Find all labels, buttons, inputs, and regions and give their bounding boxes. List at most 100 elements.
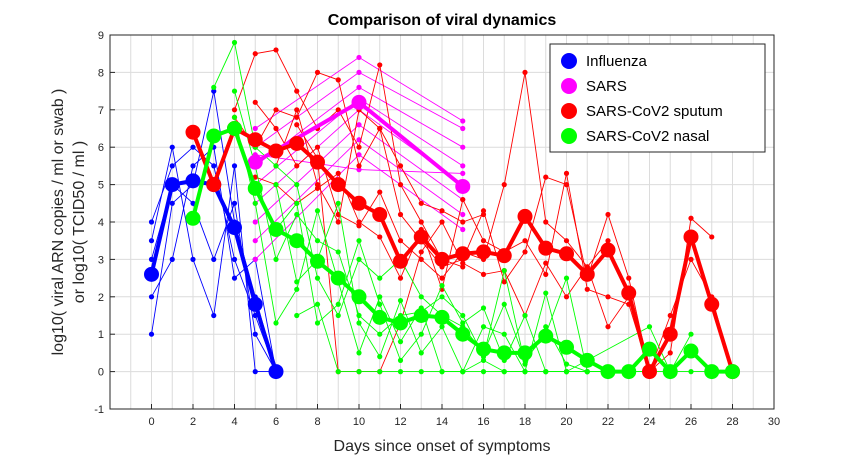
nasal-individual-point [543, 369, 549, 375]
nasal-individual-point [294, 279, 300, 285]
sputum-mean-point [330, 177, 346, 193]
legend-label-influenza: Influenza [586, 53, 648, 70]
sars-individual-point [252, 219, 258, 225]
sputum-individual-point [501, 279, 507, 285]
sputum-individual-point [335, 77, 341, 83]
nasal-individual-point [501, 301, 507, 307]
sputum-individual-point [626, 275, 632, 281]
series-sputum-mean [185, 121, 740, 380]
influenza-individual-point [148, 294, 155, 300]
sputum-individual-point [294, 163, 300, 169]
nasal-mean-point [310, 253, 325, 269]
nasal-individual-point [356, 369, 362, 375]
influenza-individual-point [211, 163, 217, 169]
nasal-individual-point [522, 312, 528, 319]
sputum-individual-point [356, 223, 362, 229]
sputum-individual-point [501, 182, 507, 188]
sputum-individual-point [356, 144, 362, 150]
sputum-mean-point [372, 207, 388, 223]
nasal-individual-point [377, 294, 383, 300]
nasal-individual-point [460, 320, 466, 326]
nasal-individual-point [397, 297, 404, 304]
influenza-individual-point [211, 256, 217, 262]
sars-individual-point [356, 152, 362, 158]
sputum-mean-point [247, 132, 263, 148]
nasal-mean-point [330, 270, 346, 286]
nasal-mean-point [496, 345, 512, 361]
sputum-individual-point [522, 238, 528, 244]
sputum-individual-point [314, 185, 321, 191]
sputum-individual-point [480, 208, 487, 214]
nasal-mean-point [206, 128, 222, 144]
sars-individual-point [252, 238, 258, 244]
sars-individual-point [460, 211, 466, 218]
sputum-individual-point [543, 260, 549, 266]
influenza-individual-point [169, 256, 175, 262]
sputum-individual-point [356, 219, 362, 225]
sputum-individual-point [584, 286, 590, 292]
sputum-individual-point [439, 219, 445, 225]
sars-individual-point [356, 84, 362, 90]
nasal-individual-point [418, 331, 424, 337]
y-tick-label: 7 [98, 105, 104, 117]
nasal-individual-point [501, 268, 507, 274]
x-tick-label: 4 [231, 416, 237, 428]
nasal-individual-point [231, 88, 238, 94]
series-layer [144, 39, 740, 380]
influenza-individual-point [211, 88, 217, 94]
sars-individual-point [460, 118, 466, 124]
nasal-individual-point [252, 200, 258, 206]
sputum-individual-point [439, 208, 445, 214]
y-axis-label-line1: log10( viral ARN copies / ml or swab ) [50, 89, 67, 356]
series-nasal-mean [185, 121, 740, 380]
sars-individual-point [356, 122, 362, 128]
influenza-individual-point [231, 163, 238, 169]
influenza-individual-point [190, 144, 196, 150]
nasal-mean-point [621, 364, 637, 380]
sputum-individual-point [294, 107, 300, 113]
influenza-individual-point [148, 219, 155, 225]
legend-label-nasal: SARS-CoV2 nasal [586, 128, 709, 145]
sputum-individual-point [688, 256, 694, 262]
nasal-mean-point [559, 339, 574, 355]
nasal-individual-point [480, 369, 487, 375]
nasal-individual-point [688, 369, 694, 375]
influenza-mean-point [185, 173, 201, 189]
sars-individual-point [356, 69, 362, 75]
nasal-individual-point [646, 324, 653, 330]
nasal-individual-point [543, 324, 549, 330]
sputum-individual-point [460, 260, 466, 266]
nasal-individual-point [418, 350, 424, 356]
nasal-individual-point [418, 369, 424, 375]
sputum-individual-point [605, 294, 611, 300]
legend-marker-sputum [561, 103, 577, 119]
nasal-individual-point [439, 369, 445, 375]
nasal-mean-point [434, 309, 450, 325]
sputum-mean-point [538, 240, 554, 256]
sputum-individual-point [563, 170, 570, 176]
sputum-individual-point [231, 107, 238, 113]
x-tick-label: 28 [726, 416, 738, 428]
nasal-mean-point [413, 308, 429, 323]
nasal-individual-point [231, 114, 238, 120]
nasal-individual-point [377, 301, 383, 307]
nasal-mean-point [662, 364, 678, 380]
nasal-individual-point [294, 312, 300, 319]
sputum-individual-point [480, 238, 487, 244]
chart-title: Comparison of viral dynamics [328, 12, 557, 29]
x-tick-label: 20 [560, 416, 572, 428]
legend: Influenza SARS SARS-CoV2 sputum SARS-CoV2 n… [549, 43, 766, 153]
sputum-individual-point [273, 125, 279, 132]
sputum-individual-point [294, 88, 300, 94]
sars-individual-point [252, 125, 258, 132]
sputum-individual-point [273, 107, 279, 113]
sputum-mean-point [704, 296, 720, 312]
nasal-mean-point [642, 341, 657, 357]
nasal-mean-point [517, 345, 533, 361]
sputum-individual-point [439, 275, 445, 281]
sputum-individual-point [397, 275, 404, 281]
sputum-individual-point [252, 51, 258, 57]
sputum-mean-point [559, 246, 574, 262]
y-tick-label: 6 [98, 142, 104, 154]
